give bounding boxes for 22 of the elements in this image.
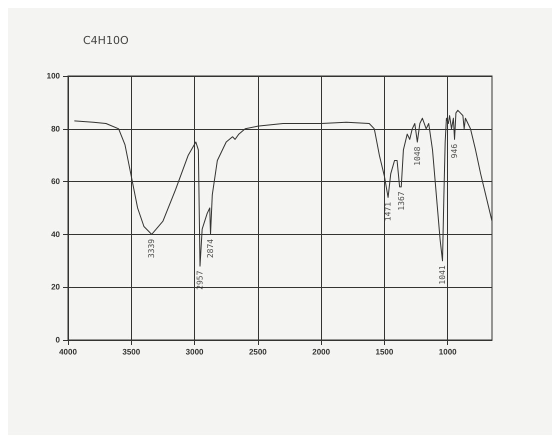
y-tick-label: 20 bbox=[51, 282, 61, 292]
annotation: 2874 bbox=[206, 238, 216, 258]
y-tick-label: 40 bbox=[51, 230, 61, 239]
annotation: 3339 bbox=[147, 238, 156, 258]
annotation: 946 bbox=[450, 144, 460, 158]
x-tick-label: 3000 bbox=[186, 348, 204, 356]
y-tick-label: 100 bbox=[46, 72, 61, 80]
annotation: 1367 bbox=[396, 191, 406, 211]
y-tick-label: 0 bbox=[56, 336, 61, 344]
x-tick-label: 3500 bbox=[122, 348, 141, 356]
x-tick-label: 2500 bbox=[248, 348, 268, 356]
y-tick-label: 60 bbox=[51, 177, 61, 186]
annotation: 1041 bbox=[438, 265, 448, 285]
x-tick-label: 4000 bbox=[59, 348, 78, 356]
x-tick-label: 1500 bbox=[376, 348, 394, 356]
chart-title: C4H10O bbox=[83, 34, 129, 47]
annotation: 1048 bbox=[412, 146, 422, 166]
y-tick-label: 80 bbox=[51, 124, 61, 134]
annotation: 2957 bbox=[196, 270, 205, 290]
x-tick-label: 1000 bbox=[438, 348, 458, 356]
annotation: 1471 bbox=[384, 202, 393, 222]
x-tick-label: 2000 bbox=[312, 348, 331, 356]
